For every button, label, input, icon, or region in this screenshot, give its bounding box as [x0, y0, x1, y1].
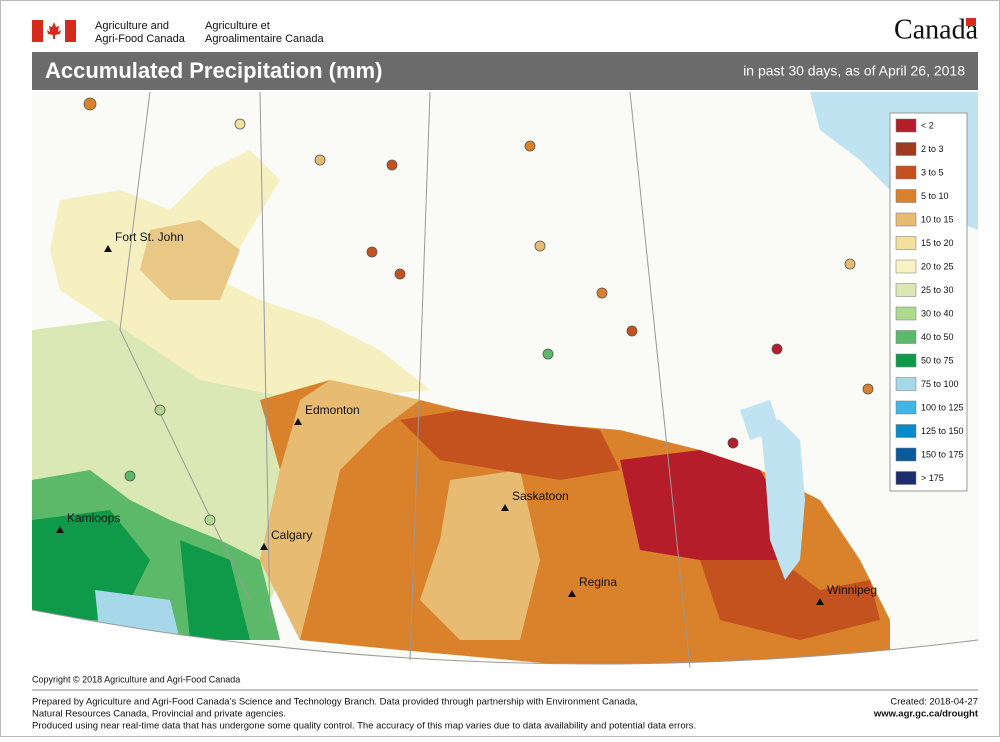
city-marker [294, 418, 302, 425]
legend-label: 2 to 3 [921, 144, 944, 154]
agency-en: Agriculture and [95, 20, 169, 32]
legend-label: > 175 [921, 473, 944, 483]
city-marker [568, 590, 576, 597]
legend-label: 125 to 150 [921, 426, 964, 436]
wordmark: Canada [894, 14, 979, 45]
city-label: Fort St. John [115, 230, 184, 244]
legend-swatch [895, 165, 917, 180]
legend-label: 3 to 5 [921, 167, 944, 177]
city-marker [104, 245, 112, 252]
footer-line: Natural Resources Canada, Provincial and… [32, 709, 286, 720]
legend-label: 25 to 30 [921, 285, 954, 295]
created: Created: 2018-04-27 [890, 697, 978, 708]
flag [32, 20, 76, 42]
legend-label: < 2 [921, 120, 934, 130]
legend-swatch [895, 424, 917, 438]
footer-line: Produced using near real-time data that … [32, 721, 696, 732]
legend-label: 20 to 25 [921, 261, 954, 271]
wordmark-flag [966, 18, 976, 26]
legend-swatch [895, 377, 917, 391]
legend-swatch [895, 330, 917, 344]
legend-label: 15 to 20 [921, 238, 954, 248]
url: www.agr.gc.ca/drought [873, 709, 979, 720]
subtitle: in past 30 days, as of April 26, 2018 [743, 63, 965, 79]
legend-swatch [895, 189, 917, 203]
legend-swatch [895, 353, 917, 368]
legend-swatch [895, 118, 917, 133]
city-label: Winnipeg [827, 583, 877, 597]
legend-label: 10 to 15 [921, 214, 954, 224]
city-marker [501, 504, 509, 511]
legend-swatch [895, 212, 917, 227]
map [32, 92, 978, 688]
legend-swatch [895, 400, 917, 415]
legend-label: 30 to 40 [921, 308, 954, 318]
legend-label: 100 to 125 [921, 402, 964, 412]
footer-line: Prepared by Agriculture and Agri-Food Ca… [32, 697, 638, 708]
legend-label: 5 to 10 [921, 191, 949, 201]
legend-label: 75 to 100 [921, 379, 959, 389]
agency-en: Agri-Food Canada [95, 33, 186, 45]
legend-swatch [895, 236, 917, 250]
legend-swatch [895, 471, 917, 485]
agency-fr: Agriculture et [205, 20, 270, 32]
legend-swatch [895, 306, 917, 321]
legend-label: 50 to 75 [921, 355, 954, 365]
city-label: Edmonton [305, 403, 360, 417]
city-label: Kamloops [67, 511, 120, 525]
city-label: Saskatoon [512, 489, 569, 503]
copyright: Copyright © 2018 Agriculture and Agri-Fo… [32, 674, 240, 684]
city-label: Regina [579, 575, 617, 589]
legend-swatch [895, 259, 917, 274]
legend-swatch [895, 447, 917, 462]
legend-swatch [895, 283, 917, 297]
city-marker [56, 526, 64, 533]
title: Accumulated Precipitation (mm) [45, 58, 382, 83]
legend-label: 40 to 50 [921, 332, 954, 342]
legend-label: 150 to 175 [921, 449, 964, 459]
city-marker [816, 598, 824, 605]
city-marker [260, 543, 268, 550]
agency-fr: Agroalimentaire Canada [205, 33, 325, 45]
legend-swatch [895, 142, 917, 156]
title-bar [32, 52, 978, 90]
city-label: Calgary [271, 528, 312, 542]
